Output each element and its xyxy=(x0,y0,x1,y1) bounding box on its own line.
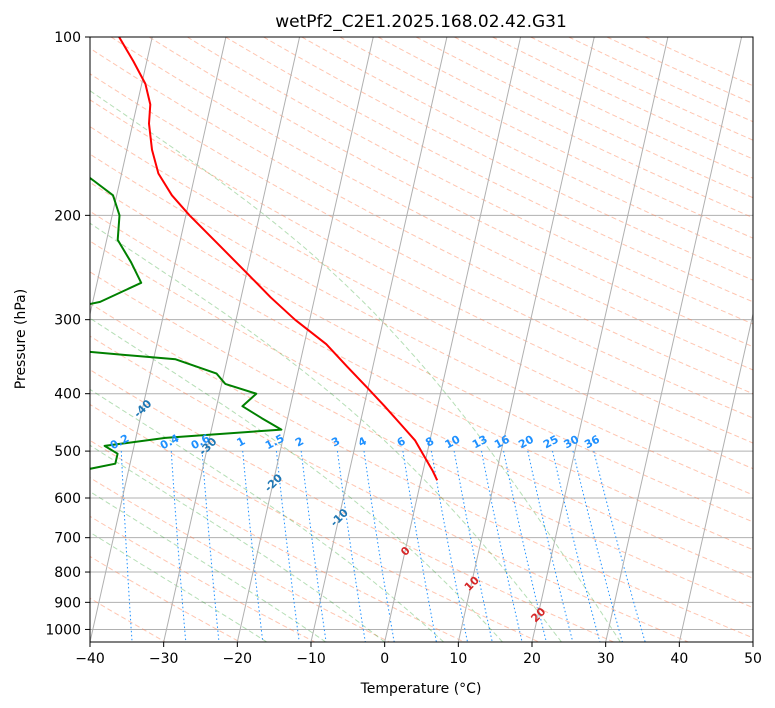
mixing-ratio-label: 10 xyxy=(443,433,463,452)
mixing-ratio-label: 20 xyxy=(516,433,536,452)
x-tick-label: −10 xyxy=(296,651,326,667)
mixing-ratio-line xyxy=(275,451,300,642)
moist-adiabat xyxy=(90,531,268,642)
mixing-ratio-label: 30 xyxy=(562,433,582,452)
moist-adiabat xyxy=(90,222,562,642)
isotherm-line xyxy=(310,37,448,642)
temperature-profile xyxy=(118,37,439,481)
dry-adiabat xyxy=(187,37,753,325)
dry-adiabat xyxy=(263,37,753,281)
isotherm-line xyxy=(90,37,227,642)
isotherm-line xyxy=(384,37,522,642)
plot-frame xyxy=(89,36,754,643)
moist-adiabat xyxy=(90,388,444,642)
mixing-ratio-line xyxy=(527,450,574,642)
mixing-ratio-line xyxy=(170,451,187,642)
moist-adiabat xyxy=(90,444,385,642)
moist-adiabat xyxy=(90,90,621,642)
dry-adiabat xyxy=(339,37,753,239)
sounding-series xyxy=(90,37,439,481)
y-tick-label: 300 xyxy=(54,313,81,329)
dry-adiabat xyxy=(492,37,753,160)
isotherm-line xyxy=(457,37,595,642)
dry-adiabat xyxy=(90,47,753,395)
x-tick-label: 20 xyxy=(523,651,541,667)
x-tick-label: 50 xyxy=(744,651,762,667)
x-tick-label: 30 xyxy=(597,651,615,667)
x-tick-label: −30 xyxy=(149,651,179,667)
dry-adiabat xyxy=(90,210,753,551)
mixing-ratio-line xyxy=(336,451,366,642)
dry-adiabat xyxy=(90,126,753,470)
dry-adiabat xyxy=(90,181,753,523)
isotherm-line xyxy=(678,311,753,642)
y-tick-label: 1000 xyxy=(45,622,81,638)
y-tick-label: 100 xyxy=(54,30,81,46)
y-tick-label: 600 xyxy=(54,491,81,507)
y-axis: 100 200 300 400 500 600 700 800 900 1000 xyxy=(45,30,90,638)
y-axis-title: Pressure (hPa) xyxy=(13,289,29,389)
mixing-ratio-label: 13 xyxy=(470,433,490,452)
moist-adiabat xyxy=(90,491,326,642)
x-tick-label: 0 xyxy=(380,651,389,667)
isotherm-line xyxy=(236,37,374,642)
dry-adiabat xyxy=(90,302,753,639)
dry-adiabat xyxy=(90,240,753,579)
y-tick-label: 500 xyxy=(54,444,81,460)
x-tick-label: 40 xyxy=(670,651,688,667)
mixing-ratio-line xyxy=(300,451,327,642)
isotherm-line xyxy=(531,37,669,642)
x-tick-label: −40 xyxy=(75,651,105,667)
mixing-ratio-line xyxy=(481,451,523,642)
y-tick-label: 400 xyxy=(54,387,81,403)
x-tick-label: −20 xyxy=(223,651,253,667)
dewpoint-profile xyxy=(90,176,283,470)
dry-adiabat xyxy=(90,73,753,419)
mixing-ratio-line xyxy=(242,451,264,642)
mixing-ratio-line xyxy=(120,451,133,642)
dry-adiabat xyxy=(90,477,390,642)
mixing-ratio-label: 36 xyxy=(582,433,602,452)
isotherm-lines xyxy=(90,37,753,642)
isotherm-line xyxy=(163,37,301,642)
dry-adiabat xyxy=(110,37,753,371)
dry-adiabat xyxy=(90,335,689,642)
dry-adiabat xyxy=(90,439,465,642)
chart-title: wetPf2_C2E1.2025.168.02.42.G31 xyxy=(275,12,567,32)
mixing-ratio-line xyxy=(503,451,547,642)
mixing-ratio-label: 25 xyxy=(541,433,561,452)
mixing-ratio-label: 16 xyxy=(492,433,512,452)
dry-adiabat xyxy=(90,369,614,642)
x-axis-title: Temperature (°C) xyxy=(360,681,482,697)
moist-adiabats xyxy=(90,90,621,642)
mixing-ratio-line xyxy=(572,450,623,642)
y-tick-label: 900 xyxy=(54,595,81,611)
mixing-ratio-line xyxy=(552,450,601,642)
dry-adiabat xyxy=(415,37,753,199)
x-axis: −40 −30 −20 −10 0 10 20 30 40 50 xyxy=(75,642,762,667)
moist-adiabat xyxy=(90,317,503,642)
y-tick-label: 800 xyxy=(54,565,81,581)
y-tick-label: 200 xyxy=(54,208,81,224)
pressure-gridlines xyxy=(90,37,753,630)
isotherm-line xyxy=(605,37,743,642)
y-tick-label: 700 xyxy=(54,531,81,547)
mixing-ratio-line xyxy=(201,451,220,642)
dry-adiabat xyxy=(90,271,753,609)
dry-adiabat xyxy=(90,403,540,642)
mixing-ratio-line xyxy=(453,451,493,642)
isotherm-line xyxy=(90,37,153,317)
x-tick-label: 10 xyxy=(449,651,467,667)
